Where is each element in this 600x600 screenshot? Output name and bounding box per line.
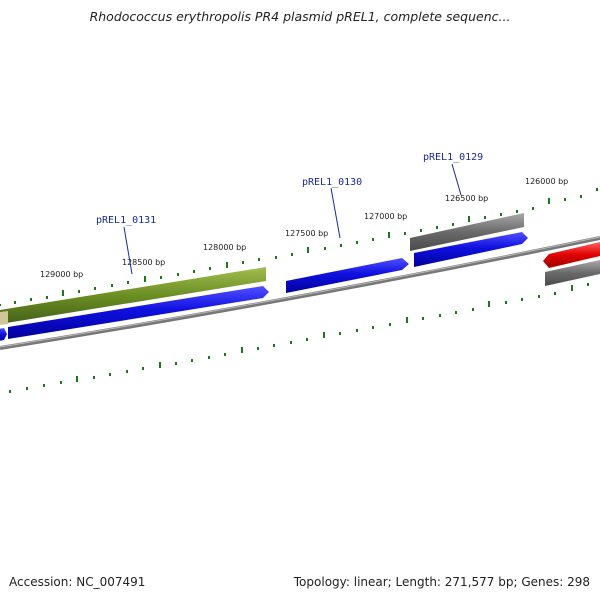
ruler-label-127500: 127500 bp: [285, 229, 328, 238]
blue-cds-right[interactable]: [414, 232, 528, 267]
ruler-label-129000: 129000 bp: [40, 270, 83, 279]
topology-summary: Topology: linear; Length: 271,577 bp; Ge…: [293, 575, 590, 589]
ruler-upper: [0, 188, 598, 306]
ruler-label-128500: 128500 bp: [122, 258, 165, 267]
red-cds-feature[interactable]: [543, 242, 600, 268]
gray-cds-lower[interactable]: [545, 260, 600, 286]
ruler-label-128000: 128000 bp: [203, 243, 246, 252]
gene-label-pREL1-0129[interactable]: pREL1_0129: [423, 152, 483, 163]
accession-text: Accession: NC_007491: [9, 575, 146, 589]
gray-cds-upper[interactable]: [410, 213, 524, 251]
ruler-label-126000: 126000 bp: [525, 177, 568, 186]
blue-cds-middle[interactable]: [286, 258, 409, 293]
ruler-label-127000: 127000 bp: [364, 212, 407, 221]
backbone-line: [0, 236, 600, 350]
map-title: Rhodococcus erythropolis PR4 plasmid pRE…: [89, 9, 511, 24]
olive-cds-feature[interactable]: [0, 267, 266, 325]
gene-label-pREL1-0131[interactable]: pREL1_0131: [96, 215, 156, 226]
gene-label-pREL1-0130[interactable]: pREL1_0130: [302, 177, 362, 188]
ruler-label-126500: 126500 bp: [445, 194, 488, 203]
gene-label-pointers: [123, 163, 462, 275]
blue-cds-left[interactable]: [0, 286, 269, 342]
ruler-lower: [9, 283, 589, 393]
